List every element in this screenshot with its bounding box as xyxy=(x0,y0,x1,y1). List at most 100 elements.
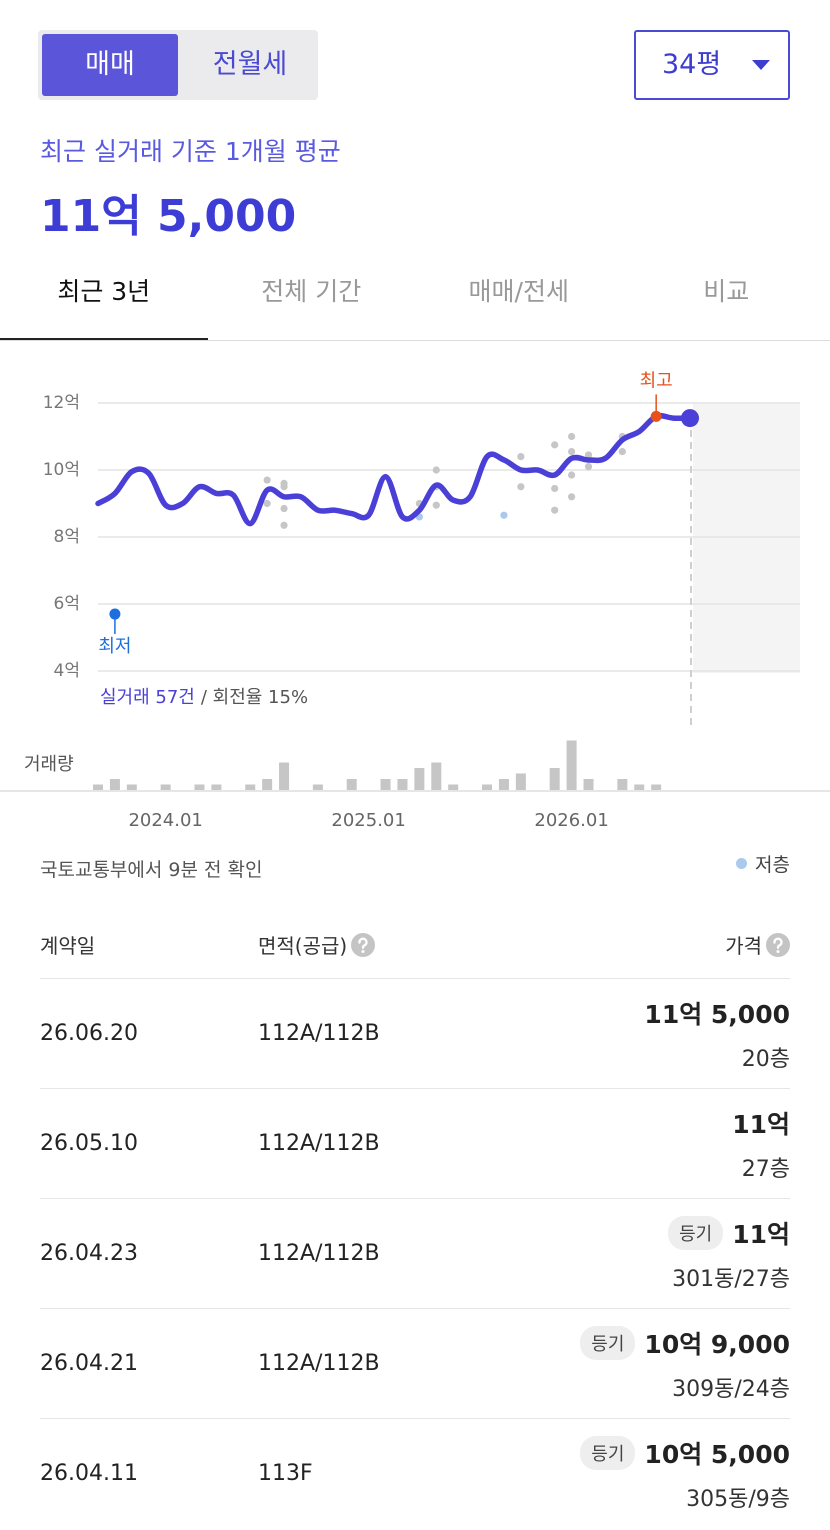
source-note: 국토교통부에서 9분 전 확인 xyxy=(40,859,263,881)
volume-bar xyxy=(346,779,357,790)
contract-date: 26.04.11 xyxy=(40,1461,138,1486)
volume-bar xyxy=(431,762,442,790)
price-wrap: 등기 11억 xyxy=(668,1215,790,1251)
registered-badge: 등기 xyxy=(580,1326,636,1360)
lowest-label: 최저 xyxy=(98,636,131,657)
floor: 309동/24층 xyxy=(672,1377,790,1402)
volume-bar xyxy=(482,784,493,790)
contract-date: 26.05.10 xyxy=(40,1131,138,1156)
highest-dot xyxy=(650,410,662,422)
price-wrap: 11억 xyxy=(732,1105,790,1141)
price-wrap: 등기 10억 9,000 xyxy=(580,1325,790,1361)
price: 11억 xyxy=(732,1110,790,1139)
volume-bar xyxy=(515,773,526,790)
size-value: 34평 xyxy=(662,49,722,80)
area: 113F xyxy=(258,1461,313,1486)
contract-date: 26.04.21 xyxy=(40,1351,138,1376)
latest-dot xyxy=(681,409,699,428)
summary-caption: 최근 실거래 기준 1개월 평균 xyxy=(40,137,341,166)
x-tick-label: 2024.01 xyxy=(128,810,202,831)
help-icon[interactable] xyxy=(766,933,790,957)
trade-stats: 실거래 57건 / 회전율 15% xyxy=(100,687,308,708)
trade-row: 26.04.21 112A/112B 등기 10억 9,000 309동/24층 xyxy=(40,1308,790,1419)
divider xyxy=(0,340,830,341)
tab[interactable]: 매매/전세 xyxy=(468,277,569,306)
volume-bar xyxy=(279,762,290,790)
help-icon[interactable] xyxy=(351,933,376,957)
toggle-option[interactable]: 매매 xyxy=(42,34,178,96)
volume-bar xyxy=(448,784,459,790)
volume-bar xyxy=(414,768,425,790)
trade-row: 26.06.20 112A/112B 11억 5,000 20층 xyxy=(40,978,790,1089)
volume-bar xyxy=(498,779,509,790)
floor: 27층 xyxy=(741,1157,790,1182)
trade-row: 26.05.10 112A/112B 11억 27층 xyxy=(40,1088,790,1199)
x-tick-label: 2025.01 xyxy=(331,810,405,831)
volume-bar xyxy=(194,784,205,790)
volume-bar xyxy=(583,779,594,790)
floor: 20층 xyxy=(741,1047,790,1072)
header-date: 계약일 xyxy=(40,934,96,958)
trade-dot xyxy=(618,447,626,456)
area: 112A/112B xyxy=(258,1241,380,1266)
trade-dot xyxy=(568,493,576,501)
trade-dot xyxy=(517,483,525,491)
header-area-wrap: 면적(공급) xyxy=(258,930,376,959)
volume-bar xyxy=(397,779,408,790)
volume-bar xyxy=(549,768,560,790)
floor: 305동/9층 xyxy=(686,1487,790,1512)
lowest-dot xyxy=(109,608,121,620)
toggle-option[interactable]: 전월세 xyxy=(212,49,288,80)
trade-dot xyxy=(568,447,576,456)
tab[interactable]: 비교 xyxy=(703,277,750,306)
legend: 저층 xyxy=(736,850,790,877)
y-tick-label: 12억 xyxy=(43,393,80,413)
trade-dot xyxy=(551,506,559,514)
trade-dot xyxy=(584,451,593,459)
registered-badge: 등기 xyxy=(668,1216,724,1250)
registered-badge: 등기 xyxy=(580,1436,636,1470)
volume-bar xyxy=(262,779,273,790)
trade-dot xyxy=(280,521,288,529)
x-tick-label: 2026.01 xyxy=(534,810,608,831)
trade-type-toggle[interactable]: 매매 전월세 xyxy=(38,30,318,100)
volume-bar xyxy=(109,779,120,790)
y-tick-label: 4억 xyxy=(54,661,80,681)
price-wrap: 등기 10억 5,000 xyxy=(580,1435,790,1471)
trade-dot xyxy=(584,463,593,471)
header-price-wrap: 가격 xyxy=(725,930,790,959)
legend-label: 저층 xyxy=(755,854,790,876)
highest-label: 최고 xyxy=(640,370,673,391)
legend-dot xyxy=(736,858,748,869)
trade-dot xyxy=(568,471,576,479)
trade-row: 26.04.23 112A/112B 등기 11억 301동/27층 xyxy=(40,1198,790,1309)
volume-label: 거래량 xyxy=(24,754,74,775)
y-tick-label: 10억 xyxy=(43,460,80,480)
trade-dot xyxy=(432,501,440,509)
trade-dot xyxy=(551,441,559,449)
volume-bar xyxy=(312,784,323,790)
volume-bar xyxy=(617,779,628,790)
area: 112A/112B xyxy=(258,1351,380,1376)
tab[interactable]: 최근 3년 xyxy=(0,262,208,341)
trade-dot xyxy=(517,453,525,461)
header-area: 면적(공급) xyxy=(258,934,348,958)
size-dropdown[interactable]: 34평 xyxy=(634,30,790,100)
future-area xyxy=(693,403,800,673)
volume-bar xyxy=(93,784,103,790)
volume-bar xyxy=(566,740,577,790)
y-tick-label: 6억 xyxy=(54,594,80,614)
volume-bar xyxy=(245,784,256,790)
contract-date: 26.04.23 xyxy=(40,1241,138,1266)
trade-dot xyxy=(280,483,288,491)
caret xyxy=(752,60,770,70)
trade-dot xyxy=(280,504,288,513)
trade-dot xyxy=(568,432,576,441)
tab[interactable]: 전체 기간 xyxy=(261,277,362,306)
trade-dot xyxy=(432,466,440,474)
volume-bar xyxy=(651,784,662,790)
price: 10억 9,000 xyxy=(644,1330,790,1359)
trade-dot xyxy=(263,476,271,484)
price-wrap: 11억 5,000 xyxy=(644,995,790,1031)
